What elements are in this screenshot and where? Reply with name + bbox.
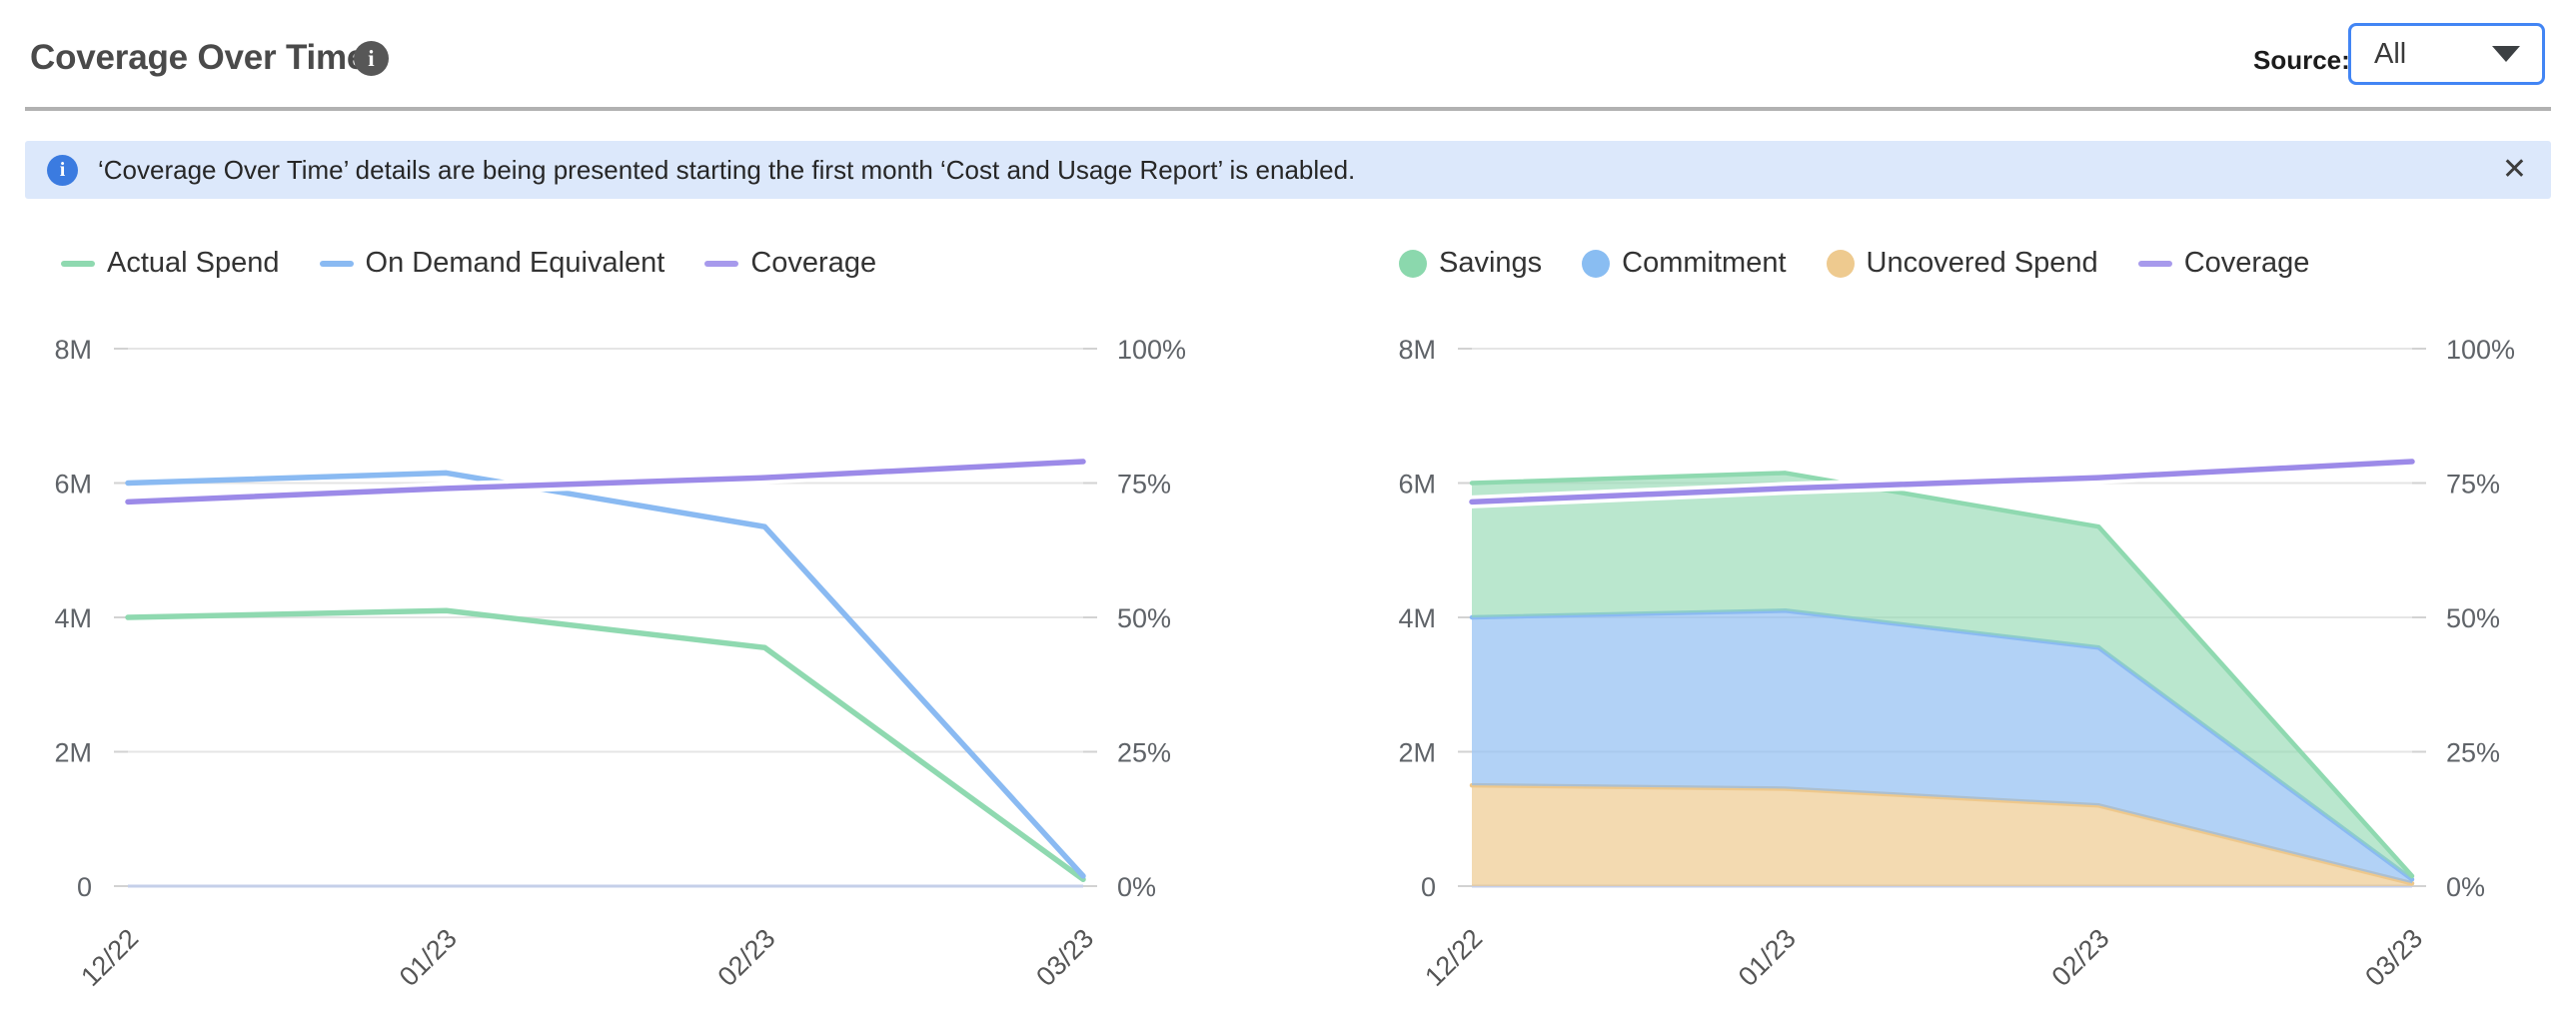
legend-label: Coverage bbox=[750, 247, 877, 279]
y-axis-label-right: 50% bbox=[2446, 603, 2500, 633]
legend-label: Savings bbox=[1439, 247, 1543, 279]
area-savings bbox=[1472, 473, 2412, 880]
y-axis-label-left: 8M bbox=[54, 335, 92, 365]
legend-circle-marker bbox=[1826, 249, 1855, 278]
legend-label: Actual Spend bbox=[107, 247, 280, 279]
area-commitment bbox=[1472, 610, 2412, 884]
y-axis-label-right: 50% bbox=[1117, 603, 1171, 633]
info-banner: i ‘Coverage Over Time’ details are being… bbox=[25, 141, 2551, 199]
y-axis-label-left: 8M bbox=[1398, 335, 1436, 365]
y-axis-label-right: 0% bbox=[2446, 872, 2485, 902]
y-axis-label-right: 75% bbox=[1117, 470, 1171, 500]
chevron-down-icon bbox=[2492, 46, 2520, 62]
legend-item-commitment[interactable]: Commitment bbox=[1582, 247, 1787, 280]
y-axis-label-right: 25% bbox=[1117, 738, 1171, 768]
legend-circle-marker bbox=[1582, 249, 1611, 278]
page-title: Coverage Over Time bbox=[30, 38, 367, 77]
x-axis-label: 01/23 bbox=[394, 923, 463, 992]
legend-line-marker bbox=[2137, 260, 2172, 267]
legend-line-marker bbox=[704, 260, 739, 267]
y-axis-label-left: 0 bbox=[77, 872, 92, 902]
info-icon-glyph: i bbox=[59, 158, 66, 181]
series-actual-spend bbox=[125, 607, 1086, 883]
legend-item-actual-spend[interactable]: Actual Spend bbox=[61, 247, 280, 280]
y-axis-label-left: 6M bbox=[1398, 470, 1436, 500]
source-dropdown[interactable]: All bbox=[2348, 23, 2545, 85]
legend-label: Coverage bbox=[2183, 247, 2310, 279]
x-axis-label: 01/23 bbox=[1733, 923, 1802, 992]
close-icon[interactable]: ✕ bbox=[2501, 153, 2527, 186]
x-axis-label: 12/22 bbox=[75, 923, 144, 992]
series-coverage bbox=[1469, 459, 2415, 506]
charts-canvas: 0 0% 2M 25% 4M 50% 6M 75% 8M 100% 12/22 01/23 02/23 0… bbox=[54, 335, 2515, 992]
y-axis-label-right: 100% bbox=[1117, 335, 1186, 365]
legend-circle-marker bbox=[1399, 249, 1427, 278]
y-axis-label-right: 25% bbox=[2446, 738, 2500, 768]
series-on-demand-equivalent bbox=[125, 470, 1086, 879]
y-axis-label-left: 4M bbox=[1398, 603, 1436, 633]
area-uncovered-spend bbox=[1472, 785, 2412, 886]
y-axis-label-left: 4M bbox=[54, 603, 92, 633]
header-divider bbox=[25, 107, 2551, 111]
y-axis-label-left: 6M bbox=[54, 470, 92, 500]
y-axis-label-right: 75% bbox=[2446, 470, 2500, 500]
source-label: Source: bbox=[2253, 45, 2350, 75]
legend-item-uncovered-spend[interactable]: Uncovered Spend bbox=[1826, 247, 2098, 280]
legend-right-chart: Savings Commitment Uncovered Spend Coverage bbox=[1399, 247, 2309, 280]
y-axis-label-left: 2M bbox=[54, 738, 92, 768]
legend-line-marker bbox=[319, 260, 354, 267]
legend-left-chart: Actual Spend On Demand Equivalent Coverage bbox=[61, 247, 876, 280]
legend-label: On Demand Equivalent bbox=[365, 247, 665, 279]
legend-item-coverage[interactable]: Coverage bbox=[2137, 247, 2310, 280]
series-coverage bbox=[125, 459, 1086, 506]
area-edge-savings bbox=[1469, 471, 2415, 879]
legend-label: Commitment bbox=[1622, 247, 1787, 279]
y-axis-label-left: 0 bbox=[1421, 872, 1436, 902]
legend-item-savings[interactable]: Savings bbox=[1399, 247, 1542, 280]
legend-item-on-demand-equivalent[interactable]: On Demand Equivalent bbox=[319, 247, 665, 280]
x-axis-label: 03/23 bbox=[2359, 923, 2428, 992]
legend-line-marker bbox=[61, 260, 95, 267]
y-axis-label-right: 100% bbox=[2446, 335, 2515, 365]
y-axis-label-right: 0% bbox=[1117, 872, 1156, 902]
legend-item-coverage[interactable]: Coverage bbox=[704, 247, 876, 280]
y-axis-label-left: 2M bbox=[1398, 738, 1436, 768]
info-icon-glyph: i bbox=[368, 45, 375, 71]
x-axis-label: 12/22 bbox=[1419, 923, 1488, 992]
x-axis-label: 02/23 bbox=[712, 923, 781, 992]
x-axis-label: 03/23 bbox=[1030, 923, 1099, 992]
banner-text: ‘Coverage Over Time’ details are being p… bbox=[98, 154, 1356, 185]
banner-info-icon: i bbox=[47, 154, 78, 186]
x-axis-label: 02/23 bbox=[2046, 923, 2115, 992]
legend-label: Uncovered Spend bbox=[1866, 247, 2098, 279]
info-icon[interactable]: i bbox=[354, 41, 389, 76]
source-dropdown-value: All bbox=[2374, 37, 2407, 70]
